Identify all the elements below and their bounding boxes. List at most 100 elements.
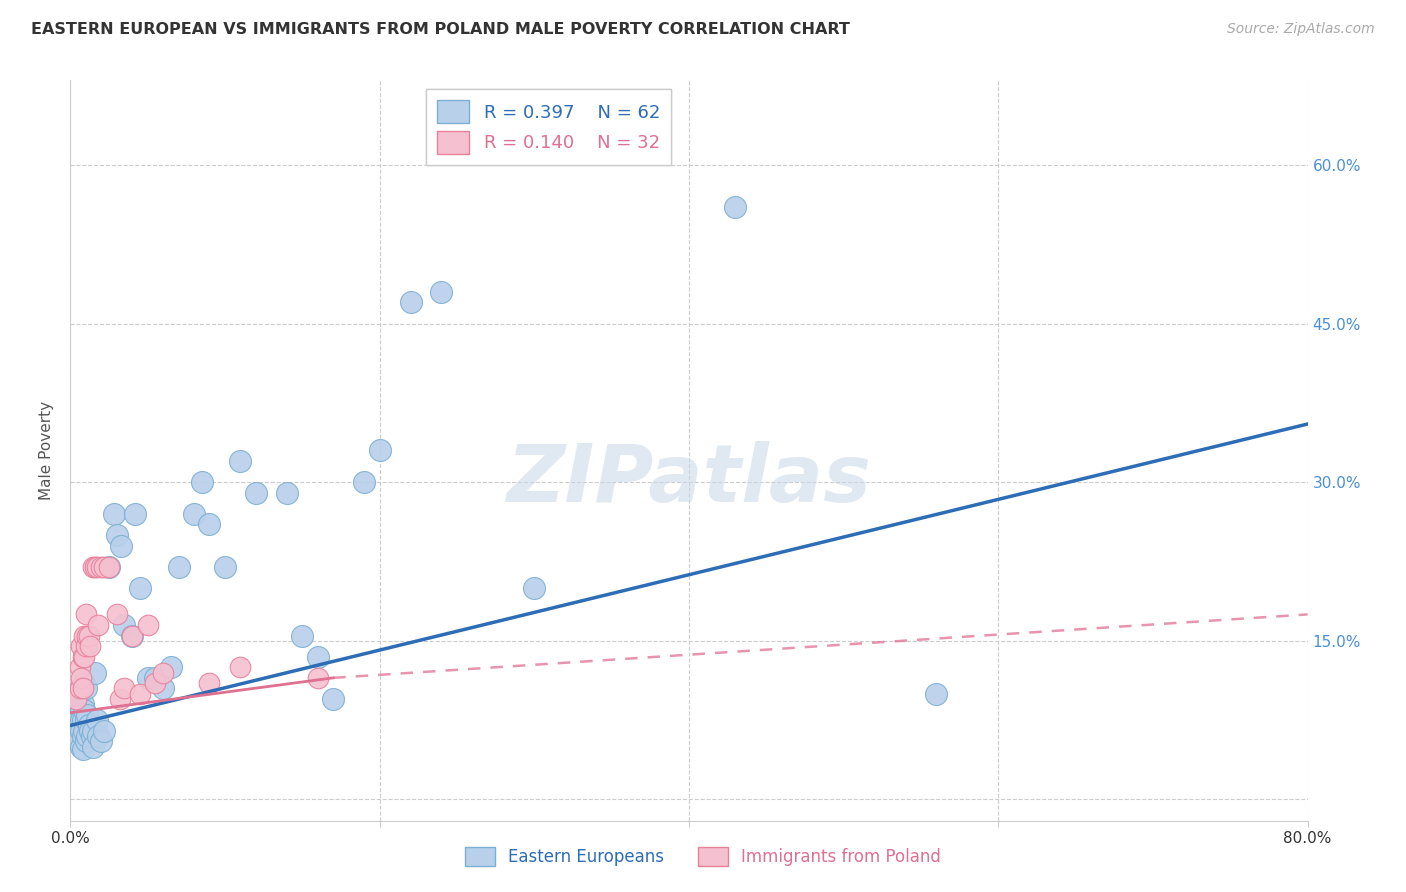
Point <box>70 639 93 653</box>
Point <box>430 285 453 299</box>
Point <box>121 628 143 642</box>
Point <box>214 559 236 574</box>
Point <box>136 671 159 685</box>
Point <box>105 607 128 622</box>
Point <box>110 539 132 553</box>
Point <box>77 628 100 642</box>
Point <box>229 660 252 674</box>
Point <box>75 639 97 653</box>
Point <box>67 698 90 712</box>
Text: ZIPatlas: ZIPatlas <box>506 441 872 519</box>
Point <box>399 295 422 310</box>
Point <box>72 649 94 664</box>
Point <box>322 692 344 706</box>
Point <box>69 660 91 674</box>
Point <box>136 618 159 632</box>
Point <box>82 739 105 754</box>
Point <box>76 628 98 642</box>
Legend: Eastern Europeans, Immigrants from Poland: Eastern Europeans, Immigrants from Polan… <box>458 840 948 873</box>
Point <box>245 485 267 500</box>
Point <box>291 628 314 642</box>
Point <box>76 729 98 743</box>
Point <box>75 607 97 622</box>
Point <box>70 703 93 717</box>
Point <box>73 723 96 738</box>
Point <box>69 681 91 696</box>
Point <box>73 628 96 642</box>
Point <box>84 665 107 680</box>
Point <box>121 628 143 642</box>
Point <box>82 723 105 738</box>
Point <box>72 713 94 727</box>
Point <box>98 559 120 574</box>
Point <box>129 687 152 701</box>
Point <box>229 454 252 468</box>
Point <box>73 676 96 690</box>
Point <box>86 559 108 574</box>
Point <box>523 581 546 595</box>
Point <box>129 581 152 595</box>
Point <box>67 723 90 738</box>
Point <box>70 713 93 727</box>
Point <box>276 485 298 500</box>
Point <box>80 729 103 743</box>
Point <box>75 734 97 748</box>
Point <box>79 639 101 653</box>
Text: Source: ZipAtlas.com: Source: ZipAtlas.com <box>1227 22 1375 37</box>
Point <box>307 671 329 685</box>
Point <box>86 713 108 727</box>
Point <box>105 528 128 542</box>
Point <box>98 559 120 574</box>
Point <box>198 676 221 690</box>
Point <box>108 692 131 706</box>
Point <box>72 698 94 712</box>
Point <box>67 734 90 748</box>
Point <box>65 692 87 706</box>
Point <box>76 707 98 722</box>
Point <box>73 703 96 717</box>
Point <box>84 559 107 574</box>
Point <box>145 671 166 685</box>
Point <box>90 734 112 748</box>
Point <box>75 713 97 727</box>
Point <box>93 723 115 738</box>
Point <box>353 475 375 490</box>
Y-axis label: Male Poverty: Male Poverty <box>39 401 55 500</box>
Point <box>79 723 101 738</box>
Point <box>167 559 190 574</box>
Point <box>724 200 747 214</box>
Legend: R = 0.397    N = 62, R = 0.140    N = 32: R = 0.397 N = 62, R = 0.140 N = 32 <box>426 89 671 165</box>
Point <box>67 707 90 722</box>
Point <box>70 723 93 738</box>
Point <box>925 687 948 701</box>
Point <box>93 559 115 574</box>
Point <box>114 618 135 632</box>
Point <box>198 517 221 532</box>
Point <box>70 739 93 754</box>
Point <box>82 559 105 574</box>
Point <box>90 559 112 574</box>
Point <box>152 681 174 696</box>
Point <box>103 507 125 521</box>
Point <box>183 507 205 521</box>
Point <box>75 681 97 696</box>
Point <box>67 713 90 727</box>
Point <box>77 718 100 732</box>
Point <box>307 649 329 664</box>
Point <box>368 443 391 458</box>
Point <box>87 618 110 632</box>
Point <box>70 671 93 685</box>
Point <box>72 729 94 743</box>
Point <box>152 665 174 680</box>
Point <box>72 681 94 696</box>
Point <box>114 681 135 696</box>
Point <box>191 475 214 490</box>
Text: EASTERN EUROPEAN VS IMMIGRANTS FROM POLAND MALE POVERTY CORRELATION CHART: EASTERN EUROPEAN VS IMMIGRANTS FROM POLA… <box>31 22 849 37</box>
Point <box>73 649 96 664</box>
Point <box>70 681 93 696</box>
Point <box>72 741 94 756</box>
Point <box>87 729 110 743</box>
Point <box>145 676 166 690</box>
Point <box>124 507 146 521</box>
Point <box>160 660 183 674</box>
